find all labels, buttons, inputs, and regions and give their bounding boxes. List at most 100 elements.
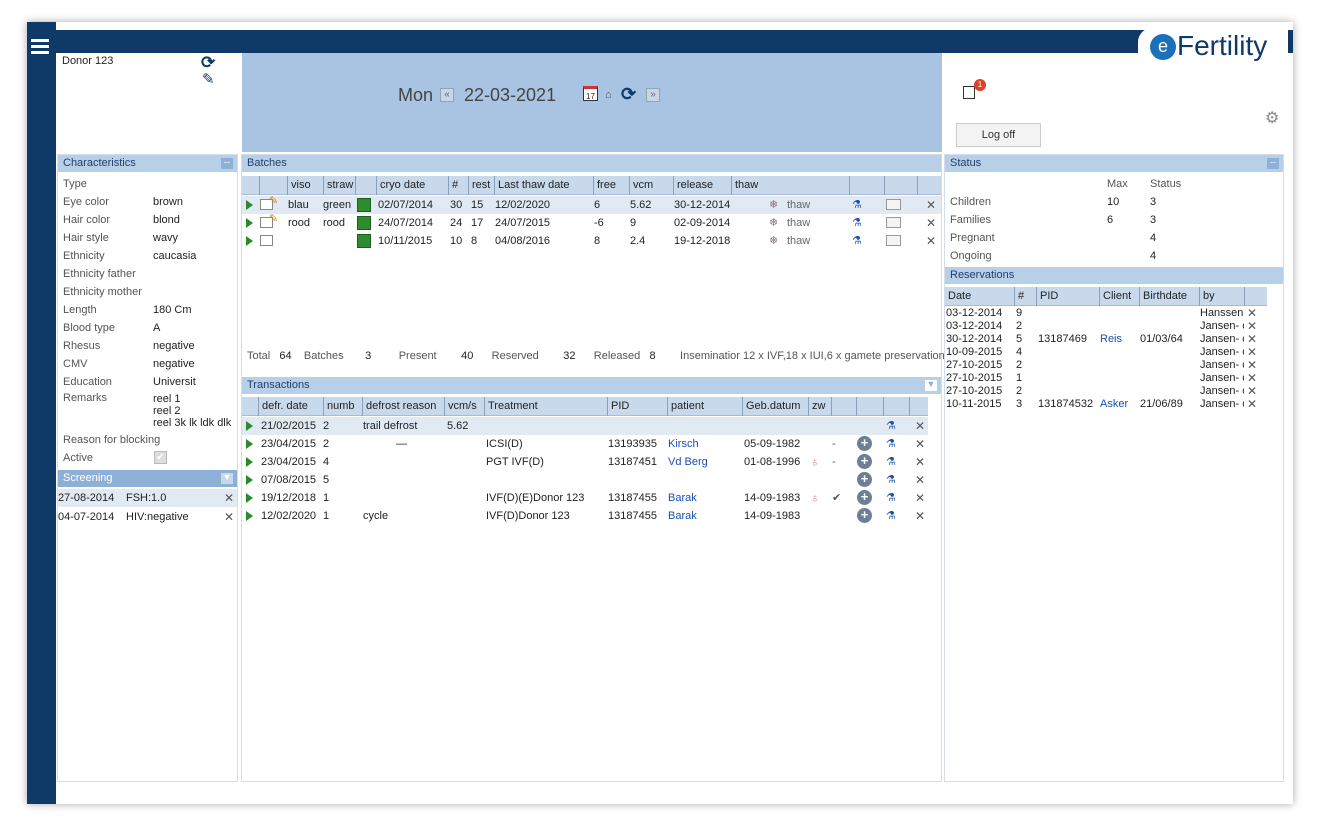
reservation-row[interactable]: 27-10-2015 2 Jansen- c ✕ bbox=[945, 385, 1267, 398]
batch-edit-icon[interactable] bbox=[260, 235, 273, 246]
col-birthdate[interactable]: Birthdate bbox=[1139, 287, 1199, 306]
expand-row-icon[interactable] bbox=[246, 439, 253, 449]
microscope-icon[interactable]: ⚗ bbox=[852, 199, 862, 211]
expand-row-icon[interactable] bbox=[246, 218, 253, 228]
refresh-date-icon[interactable]: ⟳ bbox=[621, 84, 637, 104]
add-icon[interactable]: + bbox=[857, 436, 872, 451]
transaction-row[interactable]: 12/02/2020 1 cycle IVF(D)Donor 123 13187455 B… bbox=[242, 507, 928, 525]
reservation-row[interactable]: 27-10-2015 2 Jansen- c ✕ bbox=[945, 359, 1267, 372]
microscope-icon[interactable]: ⚗ bbox=[886, 438, 896, 450]
thaw-thermometer-icon[interactable]: ❄ bbox=[769, 235, 779, 247]
batch-edit-icon[interactable] bbox=[260, 217, 273, 228]
prev-day-icon[interactable]: « bbox=[440, 88, 454, 102]
delete-icon[interactable]: ✕ bbox=[915, 473, 926, 487]
delete-icon[interactable]: ✕ bbox=[1247, 358, 1258, 372]
expand-row-icon[interactable] bbox=[246, 475, 253, 485]
delete-icon[interactable]: ✕ bbox=[1247, 319, 1258, 333]
patient-link[interactable]: Barak bbox=[668, 492, 697, 504]
expand-row-icon[interactable] bbox=[246, 457, 253, 467]
col-release[interactable]: release bbox=[673, 176, 731, 195]
thaw-thermometer-icon[interactable]: ❄ bbox=[769, 217, 779, 229]
edit-pencil-icon[interactable]: ✎ bbox=[202, 71, 215, 88]
mail-icon[interactable] bbox=[886, 235, 901, 246]
delete-icon[interactable]: ✕ bbox=[926, 198, 937, 212]
expand-row-icon[interactable] bbox=[246, 511, 253, 521]
delete-icon[interactable]: ✕ bbox=[1247, 345, 1258, 359]
delete-icon[interactable]: ✕ bbox=[915, 455, 926, 469]
microscope-icon[interactable]: ⚗ bbox=[886, 474, 896, 486]
expand-row-icon[interactable] bbox=[246, 200, 253, 210]
delete-icon[interactable]: ✕ bbox=[915, 491, 926, 505]
patient-link[interactable]: Vd Berg bbox=[668, 456, 708, 468]
expand-row-icon[interactable] bbox=[246, 421, 253, 431]
col-straw[interactable]: straw bbox=[323, 176, 355, 195]
delete-icon[interactable]: ✕ bbox=[926, 216, 937, 230]
col-zw[interactable]: zw bbox=[808, 397, 831, 416]
next-day-icon[interactable]: » bbox=[646, 88, 660, 102]
pencil-icon[interactable]: ✎ bbox=[269, 213, 279, 225]
reservation-row[interactable]: 30-12-2014 5 13187469 Reis 01/03/64 Jansen- c… bbox=[945, 333, 1267, 346]
collapse-icon[interactable]: -- bbox=[221, 158, 233, 169]
delete-icon[interactable]: ✕ bbox=[1247, 384, 1258, 398]
microscope-icon[interactable]: ⚗ bbox=[852, 217, 862, 229]
delete-icon[interactable]: ✕ bbox=[1247, 306, 1258, 320]
add-icon[interactable]: + bbox=[857, 508, 872, 523]
delete-icon[interactable]: ✕ bbox=[926, 234, 937, 248]
delete-icon[interactable]: ✕ bbox=[915, 509, 926, 523]
reservation-row[interactable]: 03-12-2014 2 Jansen- c ✕ bbox=[945, 320, 1267, 333]
delete-icon[interactable]: ✕ bbox=[224, 491, 235, 505]
batch-row[interactable]: ✎ rood rood 24/07/2014 24 17 24/07/2015 -6 9 02-0… bbox=[242, 213, 941, 232]
col-treatment[interactable]: Treatment bbox=[484, 397, 607, 416]
reservation-row[interactable]: 10-11-2015 3 131874532 Asker 21/06/89 Jansen-… bbox=[945, 398, 1267, 411]
col-defr-date[interactable]: defr. date bbox=[258, 397, 323, 416]
screening-row[interactable]: 27-08-2014 FSH:1.0 ✕ bbox=[58, 489, 237, 507]
reservation-row[interactable]: 03-12-2014 9 Hanssen, ✕ bbox=[945, 307, 1267, 320]
settings-gear-icon[interactable]: ⚙ bbox=[1265, 110, 1280, 127]
col-count[interactable]: # bbox=[1014, 287, 1036, 306]
col-pid[interactable]: PID bbox=[607, 397, 667, 416]
expand-icon[interactable]: ▼ bbox=[925, 379, 937, 391]
thaw-thermometer-icon[interactable]: ❄ bbox=[769, 199, 779, 211]
screening-row[interactable]: 04-07-2014 HIV:negative ✕ bbox=[58, 510, 235, 524]
delete-icon[interactable]: ✕ bbox=[915, 437, 926, 451]
active-checkbox[interactable]: ✔ bbox=[154, 451, 167, 464]
microscope-icon[interactable]: ⚗ bbox=[886, 510, 896, 522]
col-count[interactable]: # bbox=[448, 176, 468, 195]
col-vcm[interactable]: vcm bbox=[629, 176, 673, 195]
delete-icon[interactable]: ✕ bbox=[915, 419, 926, 433]
expand-icon[interactable]: ▼ bbox=[221, 472, 233, 484]
microscope-icon[interactable]: ⚗ bbox=[886, 420, 896, 432]
logoff-button[interactable]: Log off bbox=[956, 123, 1041, 147]
thaw-link[interactable]: thaw bbox=[787, 199, 811, 211]
add-icon[interactable]: + bbox=[857, 490, 872, 505]
thaw-link[interactable]: thaw bbox=[787, 235, 811, 247]
col-geb-datum[interactable]: Geb.datum bbox=[742, 397, 808, 416]
expand-row-icon[interactable] bbox=[246, 493, 253, 503]
col-free[interactable]: free bbox=[593, 176, 629, 195]
microscope-icon[interactable]: ⚗ bbox=[886, 492, 896, 504]
delete-icon[interactable]: ✕ bbox=[1247, 371, 1258, 385]
transaction-row[interactable]: 07/08/2015 5 + ⚗ ✕ bbox=[242, 471, 928, 489]
delete-icon[interactable]: ✕ bbox=[224, 510, 235, 524]
microscope-icon[interactable]: ⚗ bbox=[852, 235, 862, 247]
calendar-icon[interactable]: 17 bbox=[583, 86, 598, 101]
res-client-link[interactable]: Reis bbox=[1100, 333, 1123, 345]
reservation-row[interactable]: 10-09-2015 4 Jansen- c ✕ bbox=[945, 346, 1267, 359]
col-patient[interactable]: patient bbox=[667, 397, 742, 416]
transaction-row[interactable]: 21/02/2015 2 trail defrost 5.62 ⚗ ✕ bbox=[242, 417, 928, 435]
transaction-row[interactable]: 19/12/2018 1 IVF(D)(E)Donor 123 13187455 Bar… bbox=[242, 489, 928, 507]
col-last-thaw[interactable]: Last thaw date bbox=[494, 176, 593, 195]
clipboard-icon[interactable] bbox=[963, 86, 975, 99]
thaw-link[interactable]: thaw bbox=[787, 217, 811, 229]
pencil-icon[interactable]: ✎ bbox=[269, 195, 279, 207]
mail-icon[interactable] bbox=[886, 217, 901, 228]
delete-icon[interactable]: ✕ bbox=[1247, 397, 1258, 411]
add-icon[interactable]: + bbox=[857, 472, 872, 487]
res-client-link[interactable]: Asker bbox=[1100, 398, 1129, 410]
col-by[interactable]: by bbox=[1199, 287, 1244, 306]
expand-row-icon[interactable] bbox=[246, 236, 253, 246]
batch-edit-icon[interactable] bbox=[260, 199, 273, 210]
transaction-row[interactable]: 23/04/2015 4 PGT IVF(D) 13187451 Vd Berg 01-0… bbox=[242, 453, 928, 471]
col-cryo-date[interactable]: cryo date bbox=[376, 176, 448, 195]
col-defrost-reason[interactable]: defrost reason bbox=[362, 397, 444, 416]
